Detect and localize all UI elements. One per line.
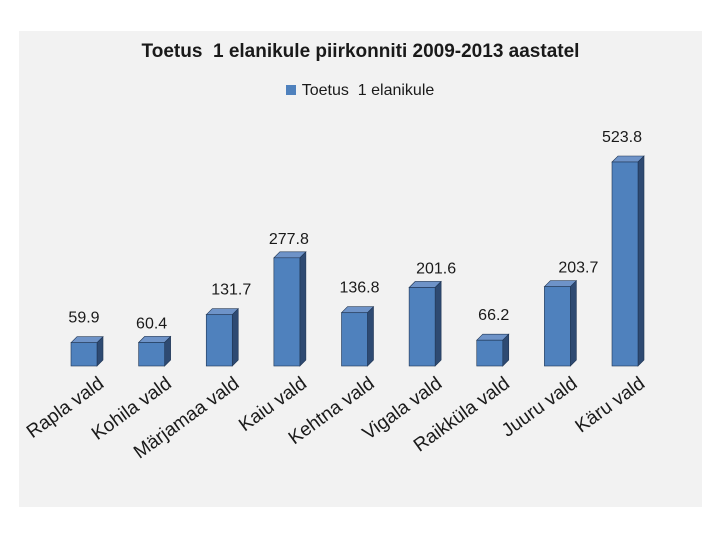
- data-label: 277.8: [269, 231, 309, 248]
- bar-side: [502, 333, 510, 367]
- bar: [341, 312, 368, 367]
- bar-side: [231, 307, 239, 367]
- chart-title: Toetus 1 elanikule piirkonniti 2009-2013…: [141, 41, 580, 62]
- bar: [544, 286, 571, 367]
- bar-side: [367, 305, 374, 367]
- legend-swatch: [285, 85, 296, 95]
- data-label: 131.7: [211, 282, 251, 299]
- data-label: 59.9: [68, 310, 99, 327]
- data-label: 203.7: [558, 260, 598, 277]
- bar: [476, 339, 504, 367]
- bar-side: [434, 280, 442, 367]
- data-label: 66.2: [478, 307, 509, 324]
- bar: [205, 314, 233, 367]
- bar: [273, 257, 301, 367]
- bar: [138, 342, 165, 367]
- bar: [611, 161, 639, 367]
- data-label: 60.4: [136, 315, 167, 332]
- bar-side: [299, 251, 307, 367]
- bar-side: [637, 155, 645, 367]
- bar: [408, 287, 436, 367]
- data-label: 201.6: [416, 260, 456, 277]
- data-label: 523.8: [602, 129, 642, 146]
- category-label: Juuru vald: [498, 373, 581, 442]
- bar: [70, 342, 98, 367]
- category-label: Käru vald: [572, 373, 649, 437]
- legend: Toetus 1 elanikule: [0, 82, 720, 100]
- data-label: 136.8: [339, 280, 379, 297]
- bar-side: [570, 279, 577, 367]
- chart-background: [19, 31, 702, 507]
- legend-label: Toetus 1 elanikule: [301, 82, 435, 99]
